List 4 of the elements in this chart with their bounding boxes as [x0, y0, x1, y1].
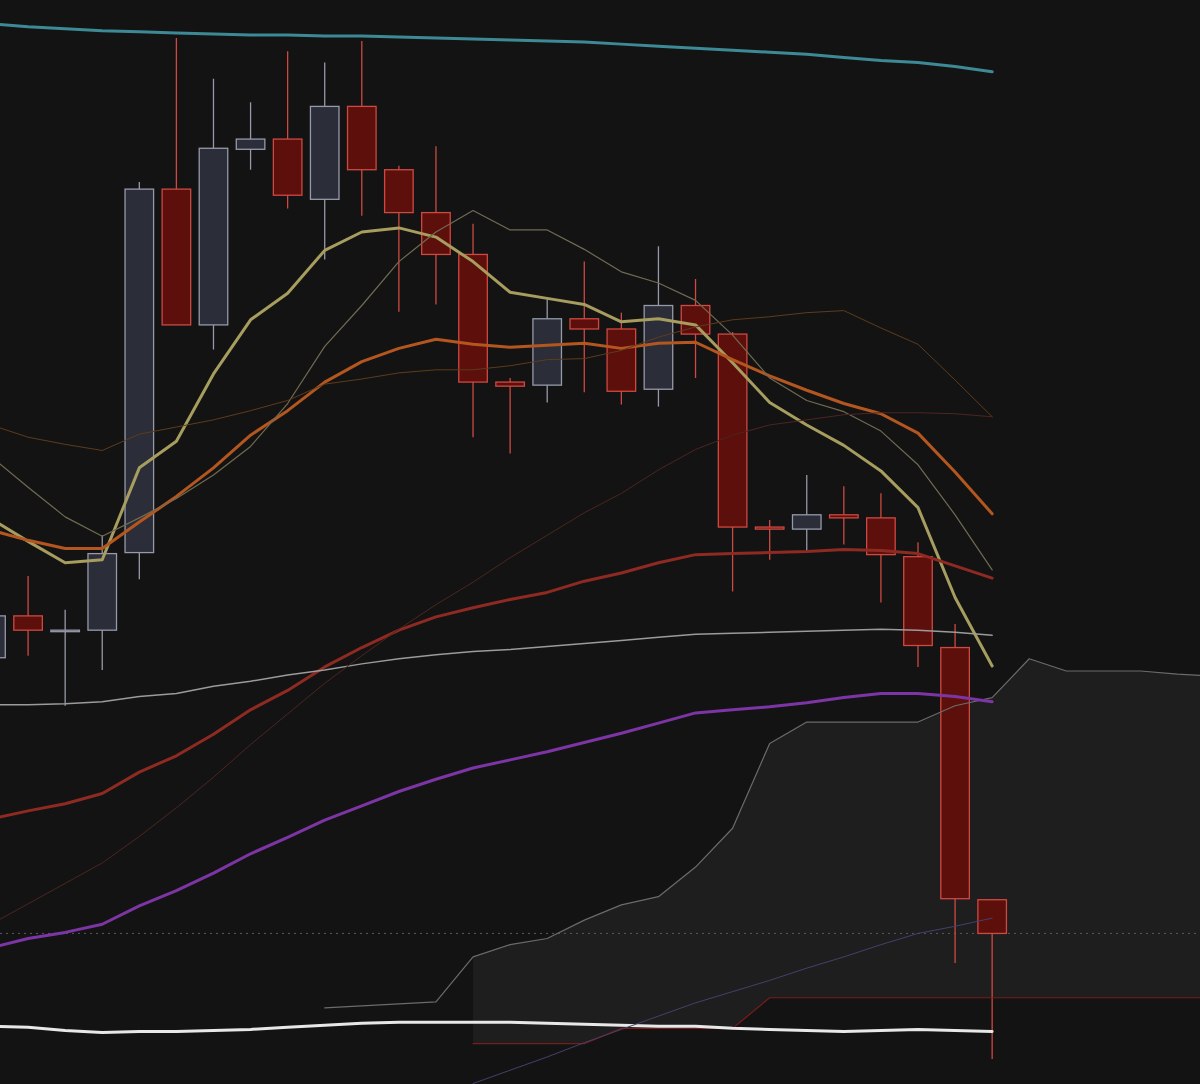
- candlestick: [495, 377, 526, 455]
- candlestick: [569, 260, 600, 393]
- candlestick: [828, 485, 859, 546]
- candlestick: [754, 519, 785, 561]
